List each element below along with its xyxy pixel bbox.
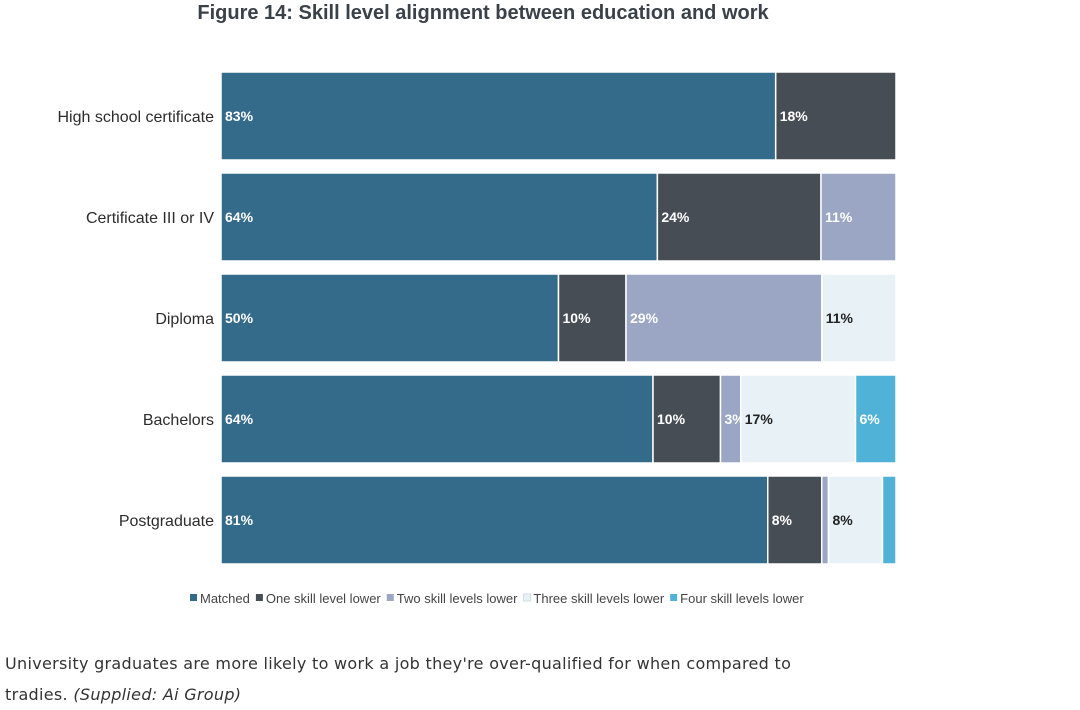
bar-segment (767, 475, 823, 565)
data-label: 11% (826, 310, 854, 326)
legend-swatch (522, 593, 531, 602)
bar-segment (740, 374, 857, 464)
data-label: 6% (860, 411, 881, 427)
bar-segment (652, 374, 722, 464)
data-label: 18% (780, 108, 809, 124)
data-label: 10% (657, 411, 686, 427)
bar-segment (821, 273, 897, 363)
category-label: Postgraduate (119, 513, 214, 530)
legend-swatch (386, 594, 394, 601)
data-label: 10% (563, 310, 592, 326)
legend-swatch (670, 594, 678, 601)
data-label: 11% (825, 209, 853, 225)
bar-segment (656, 172, 822, 262)
category-label: Bachelors (143, 412, 214, 429)
data-label: 29% (630, 310, 659, 326)
chart-title: Figure 14: Skill level alignment between… (197, 2, 769, 24)
category-label: High school certificate (57, 109, 214, 126)
bar-segment (881, 475, 897, 565)
legend-label: Two skill levels lower (397, 591, 518, 606)
bar-segment (220, 475, 769, 565)
bar-segment (820, 172, 897, 262)
bar-group: 83% 18%64% 24% 11%50% 10% 29% 11%64% 10% 3% 17% 6%… (220, 71, 897, 565)
legend-label: One skill level lower (266, 591, 382, 606)
caption-text: University graduates are more likely to … (5, 654, 792, 704)
data-label: 50% (225, 310, 254, 326)
bar-segment (625, 273, 823, 363)
data-label: 64% (225, 411, 254, 427)
data-label: 83% (225, 108, 254, 124)
category-label: Diploma (155, 311, 214, 328)
data-label: 24% (661, 209, 690, 225)
legend-swatch (190, 594, 197, 601)
bar-segment (854, 374, 897, 464)
image-caption: University graduates are more likely to … (5, 648, 845, 710)
data-label: 17% (745, 411, 774, 427)
bar-segment (774, 71, 897, 161)
legend-swatch (255, 594, 263, 601)
caption-credit: (Supplied: Ai Group) (73, 685, 242, 704)
bar-segment (827, 475, 884, 565)
category-labels: High school certificate Certificate III o… (57, 109, 214, 530)
data-label: 8% (772, 512, 793, 528)
bar-segment (220, 71, 777, 161)
legend-label: Four skill levels lower (680, 591, 804, 606)
category-label: Certificate III or IV (86, 210, 214, 227)
legend: Matched One skill level lower Two skill le… (190, 591, 804, 606)
data-label: 64% (225, 209, 254, 225)
stacked-bar-chart: 83% 18%64% 24% 11%50% 10% 29% 11%64% 10% 3% 17% 6%… (57, 71, 897, 606)
data-label: 8% (833, 512, 854, 528)
bar-segment (220, 374, 654, 464)
bar-segment (821, 475, 830, 565)
data-label: 81% (225, 512, 254, 528)
legend-label: Matched (200, 591, 250, 606)
bar-segment (220, 273, 560, 363)
legend-label: Three skill levels lower (533, 591, 664, 606)
bar-segment (220, 172, 659, 262)
